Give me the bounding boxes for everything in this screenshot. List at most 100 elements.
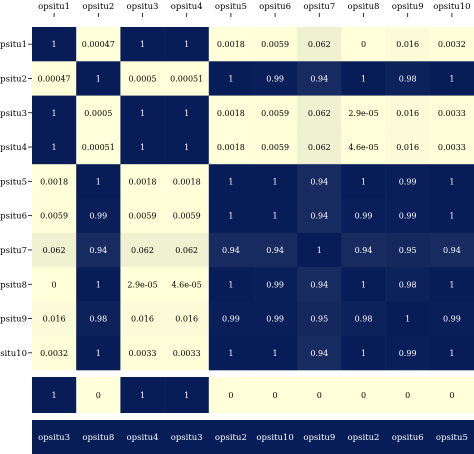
row-label: opsitu3 bbox=[0, 109, 27, 119]
summary-row: 1 0 1 1 0 0 0 0 0 0 bbox=[32, 377, 474, 413]
heatmap-cell bbox=[164, 95, 210, 131]
cell-value-label: 0.0018 bbox=[40, 177, 68, 186]
heatmap-cell bbox=[208, 232, 254, 268]
heatmap-cell bbox=[76, 232, 121, 268]
cell-value-label: 1 bbox=[96, 177, 101, 186]
heatmap-cell bbox=[385, 301, 431, 336]
cell-value-label: 0.94 bbox=[222, 246, 240, 255]
row-label: opsitu8 bbox=[0, 280, 27, 290]
cell-value-label: 0.062 bbox=[175, 246, 198, 255]
heatmap-cell bbox=[164, 27, 210, 62]
summary-cell bbox=[76, 377, 121, 413]
heatmap-cell bbox=[253, 27, 298, 62]
heatmap-cell bbox=[253, 301, 298, 336]
heatmap-cell bbox=[341, 232, 386, 268]
heatmap-cell bbox=[164, 129, 210, 165]
bottom-label: opsitu10 bbox=[256, 433, 293, 443]
cell-value-label: 0.0033 bbox=[438, 143, 466, 152]
bottom-label: opsitu2 bbox=[215, 433, 247, 443]
heatmap-cell bbox=[341, 95, 386, 131]
heatmap-cell bbox=[120, 267, 165, 302]
heatmap-cell bbox=[297, 335, 342, 371]
heatmap-cell bbox=[32, 267, 77, 302]
heatmap-cell bbox=[253, 129, 298, 165]
heatmap-cell bbox=[429, 95, 474, 131]
cell-value-label: 0.0018 bbox=[129, 177, 157, 186]
heatmap-cell bbox=[164, 198, 210, 234]
summary-value-label: 0 bbox=[361, 391, 366, 400]
cell-value-label: 1 bbox=[273, 349, 278, 358]
heatmap-cell bbox=[297, 61, 342, 96]
column-label: opsitu5 bbox=[215, 2, 247, 12]
row-label: opsitu4 bbox=[0, 143, 27, 153]
cell-value-label: 0.99 bbox=[266, 74, 284, 83]
cell-value-label: 0.94 bbox=[89, 246, 107, 255]
cell-value-label: 0.0059 bbox=[261, 109, 289, 118]
heatmap-cell bbox=[253, 95, 298, 131]
heatmap-cell bbox=[32, 232, 77, 268]
cell-value-label: 0.062 bbox=[43, 246, 66, 255]
cell-value-label: 1 bbox=[449, 74, 454, 83]
bottom-label: opsitu5 bbox=[436, 433, 468, 443]
heatmap-cell bbox=[208, 335, 254, 371]
cell-value-label: 0.00047 bbox=[38, 74, 71, 83]
column-label: opsitu7 bbox=[303, 2, 335, 12]
heatmap-cell bbox=[429, 198, 474, 234]
cell-value-label: 1 bbox=[228, 74, 233, 83]
row-label: opsitu5 bbox=[0, 177, 27, 187]
heatmap-cell bbox=[429, 267, 474, 302]
column-label: opsitu10 bbox=[433, 2, 470, 12]
summary-value-label: 1 bbox=[140, 391, 145, 400]
row-label: opsitu2 bbox=[0, 74, 27, 84]
summary-value-label: 1 bbox=[184, 391, 189, 400]
cell-value-label: 1 bbox=[52, 40, 57, 49]
heatmap-cell bbox=[385, 267, 431, 302]
heatmap-cell bbox=[32, 301, 77, 336]
row-label: opsitu10 bbox=[0, 349, 27, 359]
cell-value-label: 0.95 bbox=[310, 315, 328, 324]
heatmap-cell bbox=[120, 95, 165, 131]
cell-value-label: 1 bbox=[184, 40, 189, 49]
cell-value-label: 0.0059 bbox=[261, 143, 289, 152]
heatmap-cell bbox=[120, 164, 165, 199]
cell-value-label: 1 bbox=[140, 40, 145, 49]
heatmap-cell bbox=[120, 232, 165, 268]
cell-value-label: 0.94 bbox=[310, 349, 328, 358]
cell-value-label: 4.6e-05 bbox=[348, 143, 378, 152]
cell-value-label: 0.0018 bbox=[217, 40, 245, 49]
cell-value-label: 0.062 bbox=[308, 109, 331, 118]
cell-value-label: 0 bbox=[361, 40, 366, 49]
heatmap-cell bbox=[32, 335, 77, 371]
column-label: opsitu2 bbox=[82, 2, 114, 12]
heatmap-cell bbox=[297, 301, 342, 336]
cell-value-label: 0.0033 bbox=[129, 349, 157, 358]
cell-value-label: 2.9e-05 bbox=[348, 109, 378, 118]
heatmap-cell bbox=[385, 61, 431, 96]
cell-value-label: 0.99 bbox=[399, 349, 417, 358]
heatmap-cell bbox=[164, 301, 210, 336]
heatmap-cell bbox=[429, 129, 474, 165]
heatmap-cell bbox=[208, 301, 254, 336]
cell-value-label: 0.0018 bbox=[217, 109, 245, 118]
cell-value-label: 0.062 bbox=[308, 40, 331, 49]
summary-cell bbox=[253, 377, 298, 413]
summary-value-label: 0 bbox=[96, 391, 101, 400]
cell-value-label: 0.0005 bbox=[129, 74, 157, 83]
cell-value-label: 1 bbox=[449, 212, 454, 221]
heatmap-cell bbox=[297, 198, 342, 234]
cell-value-label: 0.0032 bbox=[438, 40, 466, 49]
heatmap-cell bbox=[429, 164, 474, 199]
heatmap-cell bbox=[429, 27, 474, 62]
summary-cell bbox=[385, 377, 431, 413]
heatmap-cell bbox=[297, 27, 342, 62]
cell-value-label: 4.6e-05 bbox=[172, 280, 202, 289]
summary-value-label: 0 bbox=[228, 391, 233, 400]
heatmap-cell bbox=[385, 95, 431, 131]
cell-value-label: 0 bbox=[52, 280, 57, 289]
heatmap-cell bbox=[429, 335, 474, 371]
cell-value-label: 0.062 bbox=[308, 143, 331, 152]
cell-value-label: 0.0005 bbox=[84, 109, 112, 118]
column-label: opsitu8 bbox=[348, 2, 380, 12]
heatmap-cell bbox=[253, 335, 298, 371]
